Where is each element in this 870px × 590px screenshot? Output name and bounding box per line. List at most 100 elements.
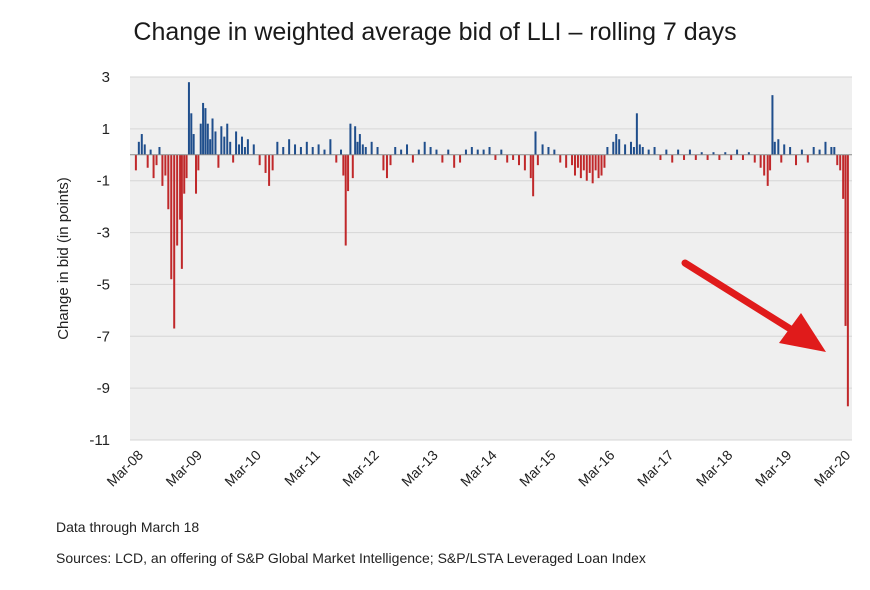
bar [351, 154, 354, 179]
bar [185, 154, 188, 179]
bar [553, 149, 556, 155]
bar [347, 154, 350, 192]
bar [176, 154, 179, 246]
bar [833, 147, 836, 155]
bar [653, 147, 656, 155]
bar [500, 149, 503, 155]
bar [235, 131, 238, 155]
bar [240, 136, 243, 155]
bar [671, 154, 674, 163]
bar [356, 141, 359, 155]
bar [517, 154, 520, 166]
bar [435, 149, 438, 155]
bar [246, 139, 249, 155]
bar [406, 144, 409, 155]
bar [199, 123, 202, 155]
bar [585, 154, 588, 181]
bar [364, 147, 367, 155]
x-tick-label: Mar-09 [162, 447, 205, 490]
bar [441, 154, 444, 163]
bar [161, 154, 164, 186]
bar [271, 154, 274, 171]
bar [747, 152, 750, 155]
bar [170, 154, 173, 280]
bar [400, 149, 403, 155]
bar [565, 154, 568, 168]
y-tick-label: -9 [97, 380, 110, 397]
bar [488, 147, 491, 155]
bar [382, 154, 385, 171]
bar [470, 147, 473, 155]
grid-lines [130, 76, 852, 441]
bar [385, 154, 388, 179]
bar [173, 154, 176, 329]
bar [806, 154, 809, 163]
bar [223, 136, 226, 155]
bar [394, 147, 397, 155]
bar [187, 82, 190, 155]
bar [361, 144, 364, 155]
bar [482, 149, 485, 155]
bar [629, 141, 632, 155]
y-tick-label: -3 [97, 225, 110, 242]
bar [763, 154, 766, 176]
bar [706, 154, 709, 160]
bar [641, 147, 644, 155]
bar [190, 113, 193, 155]
bar [647, 149, 650, 155]
bar [167, 154, 170, 210]
bar [294, 144, 297, 155]
x-tick-label: Mar-20 [811, 447, 854, 490]
bar [476, 149, 479, 155]
bar [252, 144, 255, 155]
x-tick-label: Mar-15 [516, 447, 559, 490]
bar [494, 154, 497, 160]
bar [615, 134, 618, 155]
bar [204, 108, 207, 155]
plot-area [130, 77, 852, 440]
bar [541, 144, 544, 155]
y-tick-label: 3 [102, 69, 110, 86]
bar [195, 154, 198, 194]
y-tick-label: -5 [97, 276, 110, 293]
bar [158, 147, 161, 155]
y-tick-label: 1 [102, 121, 110, 138]
bar [149, 149, 152, 155]
bar [305, 141, 308, 155]
bar [146, 154, 149, 168]
bar [389, 154, 392, 166]
bar [376, 147, 379, 155]
bar [243, 147, 246, 155]
bar [423, 141, 426, 155]
data-note: Data through March 18 [56, 519, 200, 535]
bar [217, 154, 220, 168]
bar [453, 154, 456, 168]
bar [724, 152, 727, 155]
bar [600, 154, 603, 176]
bar [753, 154, 756, 163]
bar [730, 154, 733, 160]
bar [635, 113, 638, 155]
bar [606, 147, 609, 155]
bar [665, 149, 668, 155]
bar [276, 141, 279, 155]
bar [349, 123, 352, 155]
bar [830, 147, 833, 155]
bar [632, 147, 635, 155]
bar [232, 154, 235, 163]
bar [536, 154, 539, 166]
bar [340, 149, 343, 155]
bar [264, 154, 267, 173]
bar [143, 144, 146, 155]
bar [789, 147, 792, 155]
bar [358, 134, 361, 155]
chart-title: Change in weighted average bid of LLI – … [133, 18, 737, 46]
x-tick-label: Mar-10 [221, 447, 264, 490]
bar [459, 154, 462, 163]
x-tick-label: Mar-11 [281, 447, 323, 489]
y-axis-ticks: 3 1 -1 -3 -5 -7 -9 -11 [89, 69, 110, 449]
bar [594, 154, 597, 171]
bar [818, 149, 821, 155]
bar [612, 141, 615, 155]
bar [624, 144, 627, 155]
